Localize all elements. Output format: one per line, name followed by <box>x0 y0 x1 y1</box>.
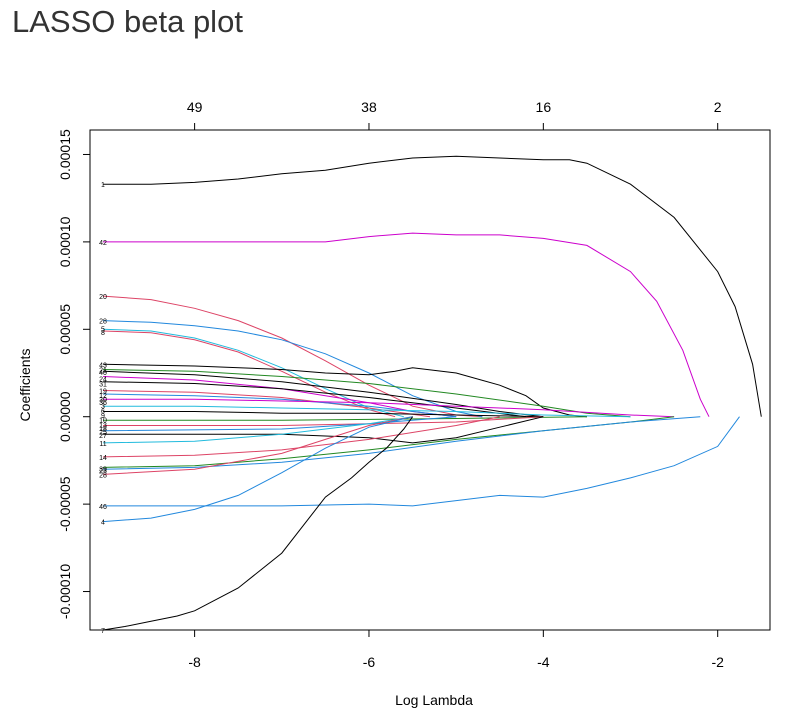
line-label: 6 <box>101 409 105 416</box>
line-label: 28 <box>99 319 107 326</box>
line-label: 39 <box>99 466 107 473</box>
series-line-19 <box>103 390 431 418</box>
series-line-14 <box>103 416 500 458</box>
axes-layer: -8 -6 -4 -249 38 16 2-0.00010-0.000050.000000.… <box>57 99 724 670</box>
series-line-11 <box>103 416 413 444</box>
series-line-42 <box>103 232 710 417</box>
series-line-40 <box>103 370 544 418</box>
series-line-3 <box>103 398 675 418</box>
line-label: 1 <box>101 182 105 189</box>
x-axis-label: Log Lambda <box>395 692 473 708</box>
x-tick-label: -4 <box>537 654 550 670</box>
top-axis-label: 2 <box>714 99 722 115</box>
line-label: 19 <box>99 389 107 396</box>
line-label: 12 <box>99 393 107 400</box>
line-label: 30 <box>99 397 107 404</box>
y-tick-label: -0.00010 <box>57 564 73 619</box>
line-label: 3 <box>101 403 105 410</box>
line-label: 21 <box>99 368 107 375</box>
line-label: 27 <box>99 433 107 440</box>
x-tick-label: -8 <box>188 654 201 670</box>
line-label: 24 <box>99 376 107 383</box>
line-label: 14 <box>99 455 107 462</box>
line-label: 10 <box>99 417 107 424</box>
page-title: LASSO beta plot <box>12 4 243 39</box>
y-tick-label: 0.00005 <box>57 304 73 355</box>
line-label: 25 <box>99 430 107 437</box>
series-line-25 <box>103 416 457 432</box>
series-line-46 <box>103 416 740 507</box>
series-line-12 <box>103 393 457 418</box>
line-label: 11 <box>99 441 106 448</box>
y-tick-label: 0.00000 <box>57 391 73 442</box>
series-layer <box>103 155 762 631</box>
y-tick-label: 0.00010 <box>57 216 73 267</box>
series-line-4 <box>103 416 413 523</box>
series-line-43 <box>103 363 587 418</box>
series-line-7 <box>103 416 414 631</box>
series-line-28 <box>103 320 483 418</box>
line-label: 5 <box>101 326 105 333</box>
series-line-28b <box>103 416 413 475</box>
x-tick-label: -2 <box>711 654 724 670</box>
line-label: 43 <box>99 362 107 369</box>
line-label: 7 <box>101 628 105 635</box>
y-tick-label: 0.00015 <box>57 129 73 180</box>
top-axis-label: 38 <box>361 99 377 115</box>
line-label: 28 <box>99 472 107 479</box>
top-axis-label: 16 <box>536 99 552 115</box>
y-tick-label: -0.00005 <box>57 476 73 531</box>
series-line-23 <box>103 416 701 470</box>
line-label: 13 <box>99 423 107 430</box>
line-label: 18 <box>99 426 107 433</box>
line-label: 46 <box>99 504 107 511</box>
series-line-39 <box>103 416 675 468</box>
series-line-5 <box>103 328 404 418</box>
series-line-9 <box>103 411 544 418</box>
y-axis-label: Coefficients <box>17 349 33 422</box>
line-label: 20 <box>99 294 107 301</box>
line-label: 42 <box>99 240 107 247</box>
x-tick-label: -6 <box>363 654 376 670</box>
line-label: 31 <box>99 382 107 389</box>
top-axis-label: 49 <box>187 99 203 115</box>
line-label: 4 <box>101 520 105 527</box>
line-label: 40 <box>99 370 107 377</box>
line-label: 23 <box>99 468 107 475</box>
line-labels-layer: 1422028584321402431191230363691013182527… <box>99 182 107 635</box>
line-label: 8 <box>101 330 105 337</box>
line-label: 36 <box>99 400 107 407</box>
series-line-1 <box>103 155 762 417</box>
series-line-6 <box>103 405 631 418</box>
series-line-31 <box>103 381 526 418</box>
line-label: 9 <box>101 413 105 420</box>
